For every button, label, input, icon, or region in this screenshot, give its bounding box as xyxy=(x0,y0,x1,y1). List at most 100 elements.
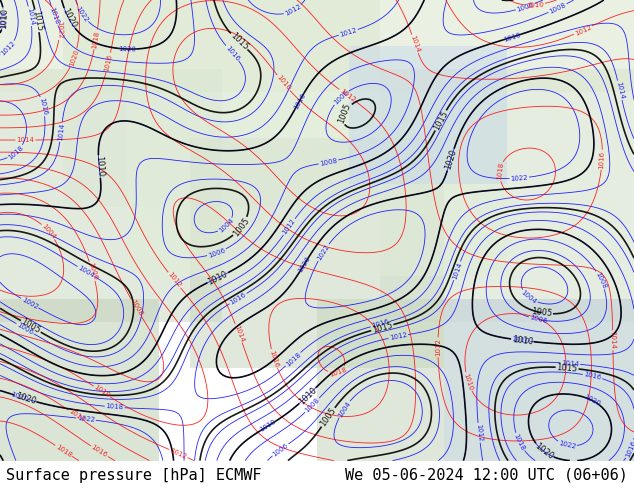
Text: 1022: 1022 xyxy=(316,243,330,261)
Text: 1012: 1012 xyxy=(339,27,358,38)
Text: 1012: 1012 xyxy=(281,218,297,236)
Text: 1015: 1015 xyxy=(228,31,250,52)
Text: 1010: 1010 xyxy=(462,372,474,392)
Text: 1012: 1012 xyxy=(339,88,356,103)
Bar xyxy=(444,299,634,461)
Text: 1010: 1010 xyxy=(0,8,9,29)
Text: 1012: 1012 xyxy=(475,424,483,442)
Text: 1008: 1008 xyxy=(304,397,321,414)
Text: 1016: 1016 xyxy=(103,53,113,72)
Text: 1020: 1020 xyxy=(119,46,136,52)
Text: 1005: 1005 xyxy=(531,307,552,318)
Text: 1012: 1012 xyxy=(169,447,188,460)
Text: 1015: 1015 xyxy=(31,10,44,32)
Text: 1010: 1010 xyxy=(526,1,545,9)
Text: 1010: 1010 xyxy=(297,385,318,406)
Text: 1010: 1010 xyxy=(503,31,522,43)
Text: 1016: 1016 xyxy=(371,318,390,329)
Text: 1010: 1010 xyxy=(93,384,111,399)
Text: 1020: 1020 xyxy=(14,391,37,406)
Bar xyxy=(380,69,634,322)
Text: 1015: 1015 xyxy=(556,363,578,373)
Bar xyxy=(0,299,158,461)
Text: 1014: 1014 xyxy=(26,7,35,25)
Text: Surface pressure [hPa] ECMWF: Surface pressure [hPa] ECMWF xyxy=(6,468,262,483)
Text: 1006: 1006 xyxy=(516,1,535,13)
Text: 1006: 1006 xyxy=(332,89,349,106)
Text: 1012: 1012 xyxy=(574,24,592,37)
Text: 1016: 1016 xyxy=(624,440,634,459)
Text: 1016: 1016 xyxy=(224,45,240,62)
Text: 1016: 1016 xyxy=(229,292,247,306)
Text: 1005: 1005 xyxy=(318,406,338,428)
Text: 1018: 1018 xyxy=(91,30,100,49)
Text: 1018: 1018 xyxy=(49,7,60,25)
Text: 1010: 1010 xyxy=(259,418,277,433)
Text: 1005: 1005 xyxy=(337,102,353,125)
Text: 1018: 1018 xyxy=(55,443,73,458)
Text: 1015: 1015 xyxy=(432,109,450,132)
Text: 1010: 1010 xyxy=(1,9,8,27)
Text: 1014: 1014 xyxy=(57,122,65,141)
Text: 1014: 1014 xyxy=(67,408,86,423)
Text: 1012: 1012 xyxy=(389,332,408,341)
Text: 1020: 1020 xyxy=(533,441,555,461)
Text: 1006: 1006 xyxy=(271,442,289,458)
Bar xyxy=(0,0,634,92)
Bar xyxy=(127,92,507,276)
Text: 1010: 1010 xyxy=(206,269,229,286)
Text: 1016: 1016 xyxy=(38,97,48,116)
Text: 1020: 1020 xyxy=(60,7,78,30)
Text: 1015: 1015 xyxy=(371,320,394,335)
Text: 1008: 1008 xyxy=(548,1,567,15)
Text: 1012: 1012 xyxy=(435,338,441,356)
Text: 1014: 1014 xyxy=(610,331,616,349)
Bar xyxy=(349,46,507,184)
Text: 1014: 1014 xyxy=(561,360,579,367)
Text: 1018: 1018 xyxy=(7,145,25,161)
Text: 1016: 1016 xyxy=(90,444,108,459)
Text: 1010: 1010 xyxy=(276,74,292,92)
Text: 1004: 1004 xyxy=(77,265,95,279)
Text: 1020: 1020 xyxy=(68,49,80,67)
Text: 1022: 1022 xyxy=(75,5,89,23)
Text: 1008: 1008 xyxy=(594,270,607,290)
Text: 1010: 1010 xyxy=(94,156,105,177)
Text: 1010: 1010 xyxy=(511,336,530,344)
Text: 1022: 1022 xyxy=(77,415,95,423)
Text: 1020: 1020 xyxy=(297,255,312,273)
Text: 1006: 1006 xyxy=(87,262,98,281)
Text: 1012: 1012 xyxy=(284,3,302,17)
Text: 1002: 1002 xyxy=(20,296,39,310)
Text: 1018: 1018 xyxy=(105,403,124,411)
Text: 1022: 1022 xyxy=(558,440,576,450)
Text: 1010: 1010 xyxy=(292,92,306,110)
Text: 1008: 1008 xyxy=(319,157,338,167)
Text: 1004: 1004 xyxy=(520,290,538,305)
Text: 1022: 1022 xyxy=(510,174,528,182)
Text: 1022: 1022 xyxy=(56,21,63,39)
Text: 1004: 1004 xyxy=(337,400,351,418)
Text: 1012: 1012 xyxy=(166,271,182,289)
Bar xyxy=(317,299,634,461)
Text: 1014: 1014 xyxy=(615,81,624,99)
Text: 1018: 1018 xyxy=(496,162,504,181)
Text: 1005: 1005 xyxy=(231,216,251,238)
Text: 1018: 1018 xyxy=(513,433,526,451)
Text: 1014: 1014 xyxy=(451,261,463,280)
Text: 1012: 1012 xyxy=(0,40,16,57)
Text: 1004: 1004 xyxy=(41,223,57,240)
Text: 1016: 1016 xyxy=(583,371,602,381)
Text: 1004: 1004 xyxy=(217,218,235,234)
Bar xyxy=(0,69,222,322)
Text: 1018: 1018 xyxy=(328,367,347,378)
Text: 1014: 1014 xyxy=(16,137,34,143)
Text: 1010: 1010 xyxy=(512,335,533,346)
Text: 1006: 1006 xyxy=(529,315,548,324)
Text: 1006: 1006 xyxy=(207,247,226,259)
Text: 1008: 1008 xyxy=(129,298,143,317)
Text: 1014: 1014 xyxy=(409,35,421,53)
Text: 1006: 1006 xyxy=(16,321,34,336)
Text: 1020: 1020 xyxy=(10,391,29,402)
Text: 1005: 1005 xyxy=(20,317,42,336)
